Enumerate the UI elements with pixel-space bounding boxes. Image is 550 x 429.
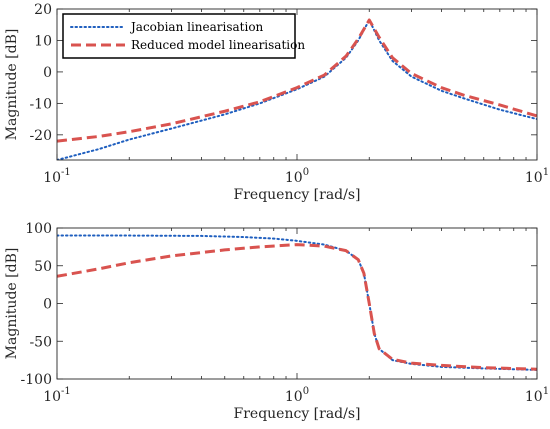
- y-tick-label: 20: [34, 2, 52, 18]
- y-tick-label: 100: [25, 221, 52, 237]
- series-line-reduced: [57, 18, 537, 143]
- y-tick-label: -100: [21, 372, 52, 388]
- legend-entry: Jacobian linearisation: [129, 20, 264, 34]
- x-axis-label: Frequency [rad/s]: [234, 406, 361, 422]
- legend: Jacobian linearisation Reduced model line…: [62, 13, 305, 59]
- series-group: [57, 18, 537, 160]
- y-axis-label: Magnitude [dB]: [4, 248, 20, 360]
- series-line-jacobian: [57, 19, 537, 160]
- x-tick-label: 101: [525, 386, 549, 405]
- y-tick-label: -10: [29, 96, 52, 112]
- x-tick-label: 10-1: [43, 386, 71, 405]
- y-axis-label: Magnitude [dB]: [4, 29, 20, 141]
- legend-entry: Reduced model linearisation: [131, 38, 305, 52]
- legend-box: [62, 13, 296, 59]
- plot-area: [57, 228, 537, 379]
- y-tick-label: 0: [43, 297, 52, 313]
- series-group: [57, 234, 537, 371]
- x-minor-ticks: [128, 228, 527, 379]
- x-tick-label: 10-1: [43, 167, 71, 186]
- x-axis-label: Frequency [rad/s]: [234, 187, 361, 203]
- y-tick-label: 50: [34, 259, 52, 275]
- x-tick-label: 101: [525, 167, 549, 186]
- y-tick-label: 0: [43, 65, 52, 81]
- x-tick-label: 100: [285, 386, 309, 405]
- y-tick-label: -20: [29, 128, 52, 144]
- y-tick-label: -50: [29, 334, 52, 350]
- y-tick-label: 10: [34, 33, 52, 49]
- axes-frame: [56, 227, 538, 380]
- x-tick-label: 100: [285, 167, 309, 186]
- x-minor-ticks: [128, 9, 527, 160]
- series-line-jacobian: [57, 234, 537, 371]
- axes-frame: [56, 8, 538, 161]
- bottom-magnitude-axes: 10-1 100 101 100 50 0 -50 -100 Frequency [rad/s]…: [4, 221, 549, 422]
- series-line-reduced: [57, 243, 537, 371]
